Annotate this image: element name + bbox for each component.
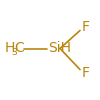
Text: SiH: SiH — [48, 42, 71, 56]
Text: C: C — [14, 42, 24, 56]
Text: F: F — [82, 20, 90, 34]
Text: 3: 3 — [12, 48, 17, 57]
Text: F: F — [82, 66, 90, 80]
Text: H: H — [5, 42, 15, 56]
